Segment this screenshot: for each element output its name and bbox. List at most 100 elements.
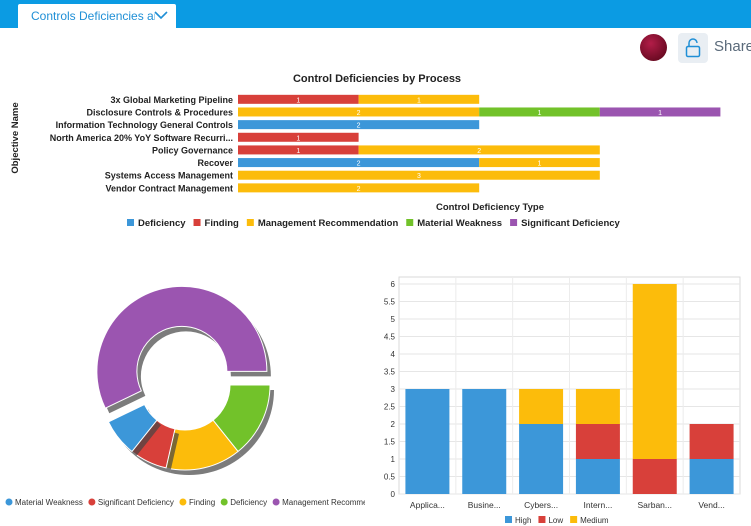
bar-segment <box>462 389 507 494</box>
y-tick-label: 2 <box>391 420 396 429</box>
legend-item-significant-deficiency: Significant Deficiency <box>98 498 174 507</box>
tab-label: Controls Deficiencies an.. <box>31 9 155 23</box>
data-label: 2 <box>357 161 361 168</box>
bar-segment <box>238 183 480 193</box>
legend-item-material-weakness: Material Weakness <box>417 218 502 229</box>
y-axis-title: Objective Name <box>10 102 21 173</box>
bar-segment <box>689 459 734 494</box>
legend-marker <box>88 498 96 506</box>
legend-item-management-recommendation: Management Recommendation <box>282 498 365 507</box>
avatar[interactable] <box>640 34 667 61</box>
bar-segment <box>238 170 600 180</box>
bar-segment <box>358 145 600 155</box>
data-label: 2 <box>357 123 361 130</box>
legend-marker <box>220 498 228 506</box>
bar-segment <box>575 459 620 494</box>
bar-segment <box>519 389 564 424</box>
bar-segment <box>599 107 721 117</box>
legend-swatch <box>538 516 546 523</box>
unlock-icon <box>685 38 701 58</box>
bar-segment <box>575 389 620 424</box>
data-label: 2 <box>357 110 361 117</box>
legend-item-management-recommendation: Management Recommendation <box>258 218 399 229</box>
top-bar: Controls Deficiencies an.. <box>0 0 751 28</box>
legend-swatch <box>127 219 134 226</box>
process-bar-chart: Control Deficiencies by Process Objective… <box>10 73 721 229</box>
y-tick-label: 5 <box>391 315 396 324</box>
legend-marker <box>5 498 13 506</box>
x-axis-title: Control Deficiency Type <box>436 202 544 213</box>
x-tick-label: Vend... <box>698 500 724 510</box>
y-tick-label: 5.5 <box>384 298 396 307</box>
bar-segment <box>238 132 359 142</box>
bar-segment <box>238 107 480 117</box>
bar-segment <box>479 107 600 117</box>
bar-segment <box>358 94 480 104</box>
legend-swatch <box>193 219 201 226</box>
category-label: 3x Global Marketing Pipeline <box>110 95 233 105</box>
bar-segment <box>575 424 620 459</box>
y-tick-label: 0.5 <box>384 473 396 482</box>
legend-item-material-weakness: Material Weakness <box>15 498 83 507</box>
legend-swatch <box>505 516 512 523</box>
x-tick-label: Intern... <box>584 500 613 510</box>
legend-item-finding: Finding <box>205 218 239 229</box>
bar-segment <box>632 284 677 459</box>
data-label: 1 <box>538 161 542 168</box>
y-tick-label: 4.5 <box>384 333 396 342</box>
legend-swatch <box>246 219 254 226</box>
y-tick-label: 3.5 <box>384 368 396 377</box>
y-tick-label: 2.5 <box>384 403 396 412</box>
legend-item-finding: Finding <box>189 498 215 507</box>
data-label: 2 <box>477 148 481 155</box>
bar-segment <box>238 120 480 130</box>
category-label: Disclosure Controls & Procedures <box>86 107 233 117</box>
y-tick-label: 3 <box>391 385 396 394</box>
chevron-down-icon[interactable] <box>152 6 170 24</box>
data-label: 1 <box>417 97 421 104</box>
category-bar-chart: 0 0.5 1 1.5 2 2.5 3 3.5 4 4.5 5 5.5 6 Applica... Busin… <box>384 276 741 525</box>
category-label: Systems Access Management <box>105 171 233 181</box>
bar-segment <box>479 158 600 168</box>
share-button[interactable]: Share <box>714 38 751 55</box>
legend-item-deficiency: Deficiency <box>138 218 186 229</box>
x-tick-label: Cybers... <box>524 500 558 510</box>
y-tick-label: 1 <box>391 455 396 464</box>
x-tick-label: Busine... <box>468 500 501 510</box>
legend-item-high: High <box>515 516 531 525</box>
y-tick-label: 0 <box>391 490 396 499</box>
bar-segment <box>238 158 480 168</box>
legend-item-medium: Medium <box>580 516 609 525</box>
bar-segment <box>519 424 564 494</box>
dashboard-tab[interactable]: Controls Deficiencies an.. <box>18 4 176 28</box>
y-tick-label: 6 <box>391 280 396 289</box>
legend-marker <box>179 498 187 506</box>
category-label: Policy Governance <box>152 145 233 155</box>
category-label: Vendor Contract Management <box>105 183 233 193</box>
bar-segment <box>238 145 359 155</box>
category-label: Recover <box>197 158 233 168</box>
bar-segment <box>405 389 450 494</box>
donut-slice <box>96 285 268 409</box>
legend-swatch <box>570 516 578 523</box>
type-donut-chart: Material Weakness Significant Deficiency F… <box>5 285 365 507</box>
category-label: Information Technology General Controls <box>56 120 233 130</box>
legend-item-deficiency: Deficiency <box>230 498 267 507</box>
x-tick-label: Sarban... <box>638 500 673 510</box>
category-label: North America 20% YoY Software Recurri..… <box>50 133 233 143</box>
data-label: 1 <box>296 148 300 155</box>
legend-item-significant-deficiency: Significant Deficiency <box>521 218 620 229</box>
bar-segment <box>238 94 359 104</box>
data-label: 1 <box>296 97 300 104</box>
data-label: 1 <box>658 110 662 117</box>
data-label: 3 <box>417 173 421 180</box>
legend-item-low: Low <box>548 516 563 525</box>
y-tick-label: 1.5 <box>384 438 396 447</box>
bar-segment <box>689 424 734 459</box>
data-label: 1 <box>538 110 542 117</box>
data-label: 2 <box>357 186 361 193</box>
y-tick-label: 4 <box>391 350 396 359</box>
lock-button[interactable] <box>678 33 708 63</box>
bar-segment <box>632 459 677 494</box>
x-tick-label: Applica... <box>410 500 445 510</box>
